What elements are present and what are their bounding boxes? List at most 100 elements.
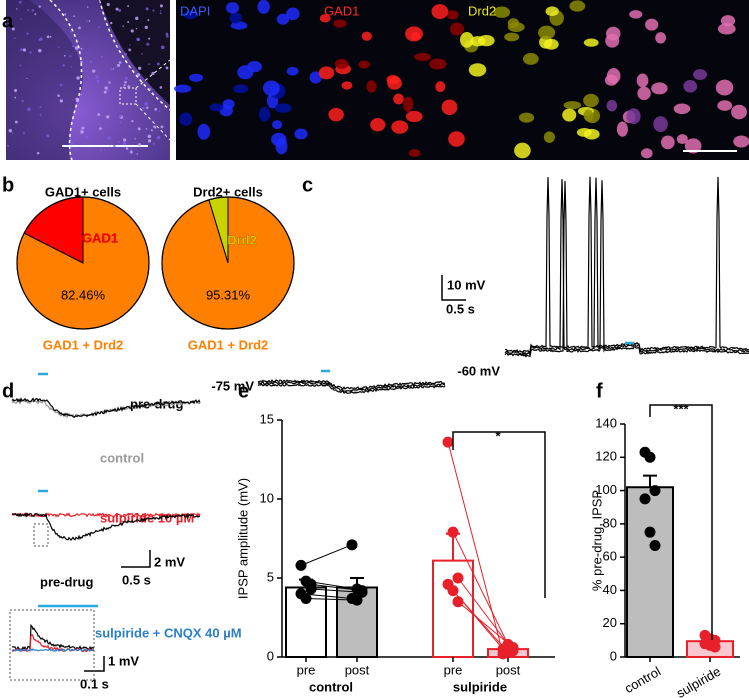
- data-point: [649, 485, 661, 497]
- y-tick-label: 120: [595, 449, 617, 464]
- image-dot: [136, 37, 140, 42]
- image-dot: [59, 83, 63, 87]
- cell: [391, 120, 409, 134]
- cell: [179, 112, 193, 126]
- image-dot: [166, 34, 169, 38]
- image-dot: [36, 151, 40, 155]
- image-dot: [80, 93, 82, 96]
- image-dot: [156, 62, 160, 66]
- panel-label: b: [2, 174, 14, 196]
- data-point: [452, 596, 464, 608]
- cell: [431, 4, 449, 20]
- cell: [518, 112, 535, 123]
- image-dot: [130, 148, 133, 151]
- image-dot: [109, 145, 111, 147]
- cell: [629, 10, 643, 19]
- image-dot: [160, 125, 164, 129]
- cell: [605, 33, 620, 48]
- cell: [334, 58, 349, 69]
- pair-line: [457, 601, 514, 648]
- image-dot: [147, 19, 150, 22]
- trace: [11, 511, 201, 518]
- cell: [583, 128, 600, 140]
- data-point: [639, 493, 651, 505]
- x-tick-label: control: [622, 664, 663, 697]
- data-point: [709, 641, 721, 653]
- trace: [504, 180, 749, 358]
- y-tick-label: 5: [267, 569, 274, 584]
- significance-bracket: [452, 431, 546, 598]
- cell: [174, 84, 192, 93]
- image-dot: [72, 99, 74, 101]
- cell: [446, 10, 459, 20]
- y-tick-label: 100: [595, 482, 617, 497]
- image-dot: [150, 129, 153, 132]
- image-dot: [137, 143, 142, 147]
- cell: [661, 135, 675, 150]
- y-tick-label: 80: [603, 515, 617, 530]
- cell: [410, 31, 421, 41]
- image-dot: [115, 7, 119, 11]
- image-dot: [165, 32, 169, 36]
- boundary-line: [99, 0, 171, 111]
- image-dot: [88, 20, 91, 22]
- image-dot: [134, 138, 136, 140]
- image-dot: [141, 53, 143, 55]
- cell: [731, 104, 747, 120]
- image-dot: [34, 13, 37, 16]
- significance: ***: [673, 401, 689, 416]
- cell: [275, 138, 288, 155]
- cell: [309, 71, 322, 84]
- image-dot: [98, 26, 101, 29]
- image-dot: [124, 52, 128, 56]
- image-dot: [127, 20, 130, 23]
- image-dot: [80, 47, 83, 50]
- group-label: sulpiride: [453, 679, 507, 694]
- image-dot: [69, 55, 72, 58]
- image-dot: [118, 141, 120, 143]
- image-dot: [29, 51, 32, 54]
- image-dot: [107, 136, 111, 140]
- cell: [229, 12, 242, 24]
- scale-bar: [121, 550, 151, 568]
- image-dot: [38, 5, 41, 8]
- panel-label: e: [238, 380, 249, 402]
- image-dot: [81, 126, 85, 130]
- slice-label: GAD1 + Drd2: [188, 337, 269, 352]
- boundary-line: [49, 0, 83, 161]
- image-dot: [106, 2, 110, 7]
- zoom-box: [33, 523, 49, 547]
- cell: [673, 103, 691, 115]
- image-dot: [129, 150, 133, 154]
- image-dot: [122, 86, 125, 89]
- cell: [684, 138, 702, 154]
- cell: [545, 6, 559, 17]
- image-dot: [71, 45, 74, 48]
- data-point: [452, 572, 464, 584]
- image-dot: [117, 45, 121, 48]
- cell: [717, 100, 733, 111]
- pie-slice: [161, 196, 295, 330]
- trace-label: -75 mV: [211, 378, 254, 393]
- image-dot: [159, 86, 163, 89]
- image-dot: [49, 35, 52, 38]
- image-dot: [104, 86, 108, 90]
- cell: [477, 35, 495, 47]
- cell: [209, 103, 224, 112]
- image-dot: [138, 66, 142, 70]
- pie-outline: [16, 196, 150, 330]
- cell: [543, 131, 555, 143]
- cell: [683, 80, 698, 93]
- image-dot: [7, 144, 9, 147]
- image-dot: [145, 128, 148, 130]
- data-point: [507, 642, 519, 654]
- image-dot: [147, 134, 152, 139]
- value-label: 82.46%: [61, 287, 106, 302]
- image-dot: [137, 127, 141, 131]
- data-point: [644, 451, 656, 463]
- cell: [408, 149, 421, 158]
- cell: [448, 131, 465, 147]
- image-dot: [97, 113, 101, 116]
- image-dot: [39, 106, 42, 109]
- image-dot: [119, 121, 122, 124]
